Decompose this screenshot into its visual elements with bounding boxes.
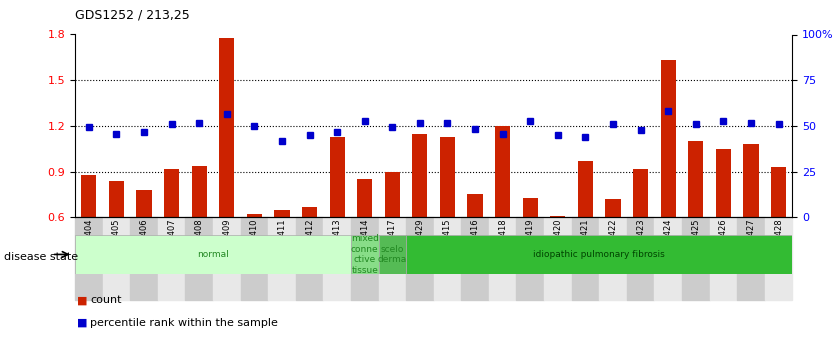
- Bar: [269, 217, 296, 299]
- Bar: [81, 175, 97, 309]
- Bar: [137, 190, 152, 309]
- Bar: [765, 217, 792, 299]
- Bar: [468, 195, 483, 309]
- Bar: [351, 217, 379, 299]
- Bar: [710, 217, 737, 299]
- Bar: [516, 217, 544, 299]
- Bar: [627, 217, 655, 299]
- Bar: [523, 198, 538, 309]
- Bar: [324, 217, 351, 299]
- Bar: [164, 169, 179, 309]
- Bar: [213, 217, 240, 299]
- Text: normal: normal: [197, 250, 229, 259]
- Bar: [461, 217, 489, 299]
- Text: ■: ■: [77, 318, 88, 327]
- Bar: [274, 210, 289, 309]
- Text: scelo
derma: scelo derma: [378, 245, 407, 264]
- Bar: [544, 217, 571, 299]
- Bar: [599, 217, 627, 299]
- Bar: [605, 199, 620, 309]
- Bar: [578, 161, 593, 309]
- Bar: [302, 207, 317, 309]
- Bar: [75, 235, 351, 274]
- Bar: [495, 126, 510, 309]
- Bar: [379, 235, 406, 274]
- Bar: [247, 214, 262, 309]
- Bar: [130, 217, 158, 299]
- Bar: [440, 137, 455, 309]
- Bar: [296, 217, 324, 299]
- Text: percentile rank within the sample: percentile rank within the sample: [90, 318, 278, 327]
- Bar: [192, 166, 207, 309]
- Bar: [406, 217, 434, 299]
- Bar: [743, 144, 758, 309]
- Bar: [357, 179, 372, 309]
- Bar: [737, 217, 765, 299]
- Text: mixed
conne
ctive
tissue: mixed conne ctive tissue: [351, 234, 379, 275]
- Bar: [185, 217, 213, 299]
- Bar: [412, 134, 428, 309]
- Bar: [379, 217, 406, 299]
- Bar: [384, 171, 399, 309]
- Bar: [688, 141, 703, 309]
- Bar: [434, 217, 461, 299]
- Text: idiopathic pulmonary fibrosis: idiopathic pulmonary fibrosis: [533, 250, 665, 259]
- Bar: [103, 217, 130, 299]
- Bar: [716, 149, 731, 309]
- Bar: [489, 217, 516, 299]
- Bar: [240, 217, 269, 299]
- Bar: [682, 217, 710, 299]
- Text: ■: ■: [77, 295, 88, 305]
- Bar: [109, 181, 124, 309]
- Bar: [771, 167, 786, 309]
- Bar: [571, 217, 599, 299]
- Bar: [351, 235, 379, 274]
- Bar: [329, 137, 344, 309]
- Bar: [75, 217, 103, 299]
- Text: count: count: [90, 295, 122, 305]
- Bar: [219, 38, 234, 309]
- Bar: [655, 217, 682, 299]
- Bar: [550, 216, 565, 309]
- Bar: [158, 217, 185, 299]
- Bar: [661, 60, 676, 309]
- Bar: [633, 169, 648, 309]
- Text: disease state: disease state: [4, 252, 78, 262]
- Bar: [406, 235, 792, 274]
- Text: GDS1252 / 213,25: GDS1252 / 213,25: [75, 9, 190, 22]
